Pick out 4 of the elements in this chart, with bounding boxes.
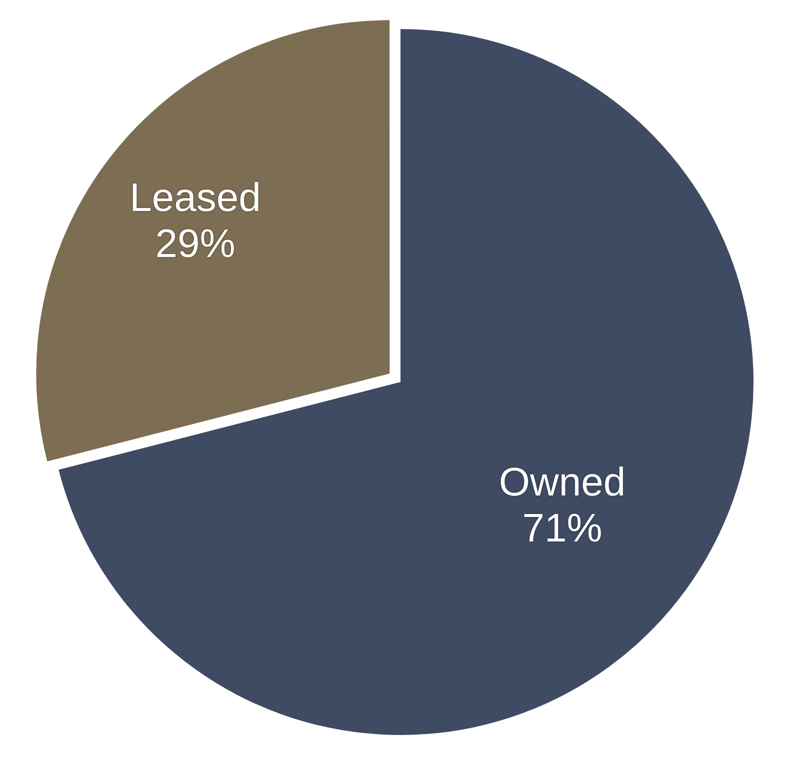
data-label: 71% [522,506,602,551]
data-label: 29% [155,222,236,266]
slice-label: Leased [130,176,261,220]
slice-label: Owned [498,460,626,505]
